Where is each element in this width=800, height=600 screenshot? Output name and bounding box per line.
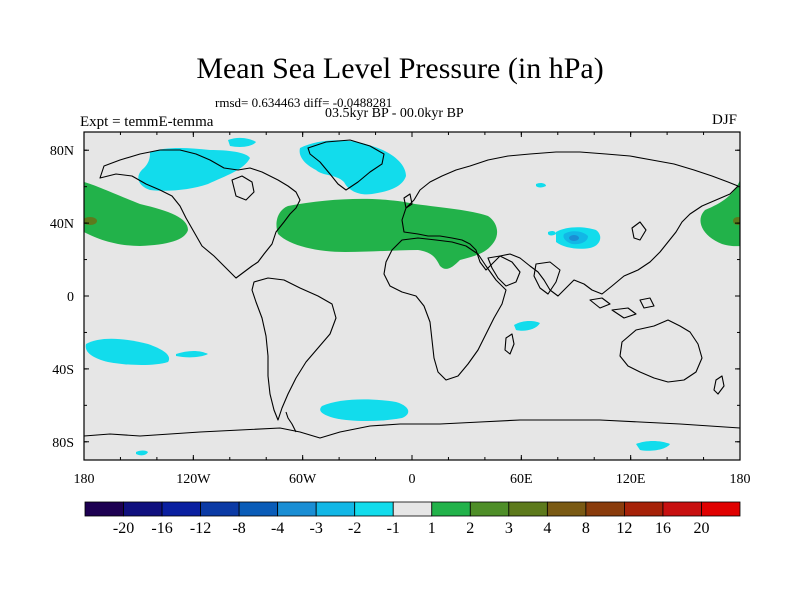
arctic-low-west: [138, 148, 250, 191]
colorbar-swatch: [585, 501, 625, 517]
southeast-asia-islands: [589, 297, 655, 319]
greenland-low: [299, 140, 406, 195]
colorbar-label: -3: [310, 520, 323, 537]
colorbar-swatch: [161, 501, 201, 517]
colorbar-label: 8: [582, 520, 590, 537]
north-pacific-east-high: [700, 180, 740, 247]
colorbar-swatch: [238, 501, 279, 517]
colorbar-swatch: [469, 501, 510, 517]
hudson-bay: [231, 175, 255, 201]
experiment-label: Expt = temmE-temma: [80, 114, 214, 130]
period-label: 03.5kyr BP - 00.0kyr BP: [325, 106, 464, 121]
colorbar-label: 3: [505, 520, 513, 537]
colorbar-swatch: [315, 501, 356, 517]
lon-tick-label: 120E: [616, 472, 646, 487]
map-title: Mean Sea Level Pressure (in hPa): [196, 52, 604, 85]
colorbar-swatch: [200, 501, 240, 517]
colorbar-label: 20: [693, 520, 709, 537]
colorbar-label: -12: [190, 520, 211, 537]
tibet-low-core: [569, 235, 579, 241]
arctic-low-small: [228, 137, 256, 147]
colorbar-swatch: [354, 501, 394, 517]
arabian-peninsula: [487, 255, 521, 287]
madagascar: [504, 333, 515, 355]
colorbar-label: -20: [113, 520, 134, 537]
colorbar-label: -1: [387, 520, 400, 537]
colorbar-label: 4: [543, 520, 551, 537]
lon-tick-label: 60W: [289, 472, 317, 487]
colorbar-swatch: [392, 501, 433, 517]
lon-tick-label: 180: [730, 472, 751, 487]
greenland-coast: [307, 139, 385, 191]
british-isles: [403, 193, 413, 209]
colorbar-swatch: [662, 501, 702, 517]
lon-tick-label: 0: [409, 472, 416, 487]
africa-coast: [383, 237, 507, 381]
eurasia-coast: [401, 151, 739, 297]
indian-ocean-low: [514, 320, 540, 331]
indian-subcontinent: [533, 261, 561, 295]
axis-tick-labels: 180 120W 60W 0 60E 120E 180 80N 40N 0 40S 80S: [50, 144, 751, 487]
positive-anomaly-regions: [84, 180, 740, 269]
north-america-coast: [99, 149, 301, 279]
colorbar-swatch: [84, 501, 124, 517]
colorbar-label: 12: [616, 520, 632, 537]
axis-ticks: [83, 132, 741, 460]
colorbar-label: 16: [655, 520, 671, 537]
colorbar-swatch: [701, 501, 741, 517]
north-pacific-west-high: [84, 182, 188, 246]
colorbar-label: -16: [151, 520, 172, 537]
lat-tick-label: 80S: [52, 436, 74, 451]
colorbar-swatch: [277, 501, 317, 517]
australia-coast: [619, 319, 703, 383]
colorbar-label: -2: [348, 520, 361, 537]
lat-tick-label: 40S: [52, 363, 74, 378]
antarctic-low-small: [136, 450, 148, 456]
colorbar-swatch: [546, 501, 587, 517]
map-panel: [84, 132, 740, 460]
season-label: DJF: [712, 112, 738, 128]
south-america-coast: [251, 277, 337, 421]
new-zealand: [713, 375, 725, 395]
colorbar-swatch: [508, 501, 548, 517]
colorbar-swatch: [123, 501, 163, 517]
lon-tick-label: 60E: [510, 472, 533, 487]
colorbar-label: -4: [271, 520, 284, 537]
pacific-high-core-east: [733, 217, 740, 225]
japan: [631, 221, 647, 241]
negative-anomaly-regions: [85, 137, 670, 456]
lat-tick-label: 40N: [50, 217, 74, 232]
stats-line: rmsd= 0.634463 diff= -0.0488281: [215, 95, 393, 110]
colorbar-labels: -20 -16 -12 -8 -4 -3 -2 -1 1 2 3 4 8 12 16 20: [113, 520, 710, 537]
south-pacific-low-tail: [176, 351, 208, 358]
colorbar-label: 2: [466, 520, 474, 537]
antarctica-coast: [84, 419, 740, 439]
colorbar-swatch: [431, 501, 471, 517]
colorbar-label: 1: [428, 520, 436, 537]
central-asia-low-small: [536, 182, 546, 188]
north-atlantic-eurasia-high: [276, 198, 498, 269]
east-asia-low-small: [548, 230, 556, 236]
colorbar-label: -8: [232, 520, 245, 537]
lon-tick-label: 180: [74, 472, 95, 487]
colorbar-swatch: [624, 501, 664, 517]
pacific-high-core-west: [84, 217, 97, 225]
south-pacific-low: [85, 338, 170, 365]
southern-ocean-low-east: [636, 441, 670, 451]
antarctic-peninsula: [285, 411, 297, 433]
coastlines: [84, 139, 740, 439]
colorbar: [84, 501, 741, 517]
lon-tick-label: 120W: [176, 472, 211, 487]
south-atlantic-low: [320, 399, 409, 421]
lat-tick-label: 80N: [50, 144, 74, 159]
lat-tick-label: 0: [67, 290, 74, 305]
